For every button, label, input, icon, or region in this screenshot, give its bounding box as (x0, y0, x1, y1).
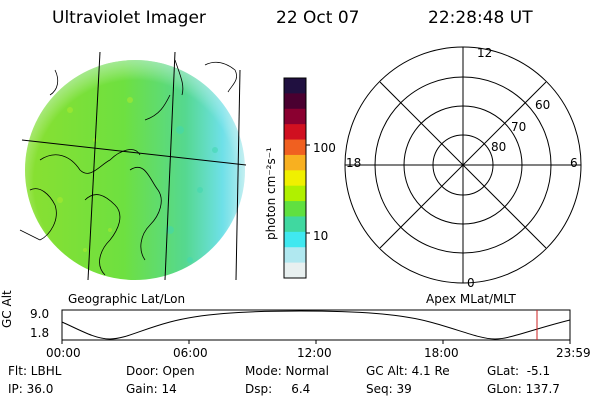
geographic-label: Geographic Lat/Lon (68, 292, 186, 306)
door-status: Door: Open (126, 364, 195, 378)
colorbar-band (284, 216, 306, 233)
apex-label: Apex MLat/MLT (426, 292, 516, 306)
time-tick-0000: 00:00 (46, 346, 81, 360)
mlt-label-12: 12 (477, 46, 493, 60)
time-tick-1200: 12:00 (297, 346, 332, 360)
colorbar-band (284, 170, 306, 187)
time-tick-0600: 06:00 (173, 346, 208, 360)
ip-status: IP: 36.0 (8, 382, 54, 396)
colorbar-band (284, 262, 306, 279)
colorbar-band (284, 154, 306, 171)
colorbar-band (284, 108, 306, 125)
filter-status: Flt: LBHL (8, 364, 62, 378)
color-scale-bar (283, 77, 310, 279)
glat-status: GLat: -5.1 (487, 364, 551, 378)
instrument-title: Ultraviolet Imager (52, 8, 206, 28)
date-label: 22 Oct 07 (276, 8, 360, 28)
colorbar-band (284, 247, 306, 264)
colorbar-band (284, 124, 306, 141)
gain-status: Gain: 14 (126, 382, 177, 396)
mlt-label-18: 18 (346, 156, 362, 170)
altitude-axis-label: GC Alt (0, 290, 14, 328)
colorbar-band (284, 185, 306, 202)
gc-alt-status: GC Alt: 4.1 Re (366, 364, 450, 378)
colorbar-band (284, 93, 306, 110)
mode-status: Mode: Normal (245, 364, 329, 378)
glon-status: GLon: 137.7 (487, 382, 560, 396)
time-tick-1800: 18:00 (424, 346, 459, 360)
altitude-tick-1-8: 1.8 (30, 326, 50, 340)
mlt-label-0: 0 (467, 276, 475, 290)
colorbar-band (284, 201, 306, 217)
colorbar-band (284, 231, 306, 248)
mlat-label-60: 60 (535, 98, 551, 112)
colorbar-tick-100: 100 (313, 141, 336, 155)
colorbar-border (283, 77, 307, 279)
colorbar-tick-10: 10 (313, 229, 329, 243)
dsp-status: Dsp: 6.4 (245, 382, 311, 396)
seq-status: Seq: 39 (366, 382, 412, 396)
mlat-label-70: 70 (511, 120, 527, 134)
time-label: 22:28:48 UT (428, 8, 533, 28)
time-tick-2359: 23:59 (556, 346, 591, 360)
colorbar-band (284, 139, 306, 156)
mlat-label-80: 80 (491, 140, 507, 154)
mlt-label-6: 6 (570, 156, 578, 170)
colorbar-band (284, 78, 306, 94)
altitude-tick-9: 9.0 (30, 307, 50, 321)
